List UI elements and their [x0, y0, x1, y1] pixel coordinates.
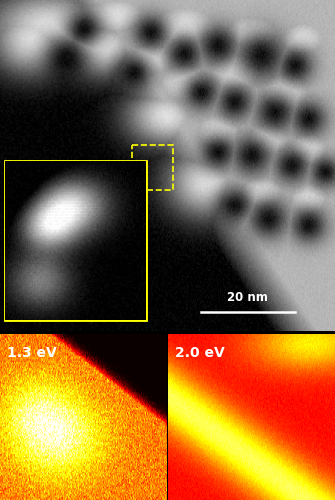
Bar — [5, 161, 146, 320]
Bar — [132, 145, 173, 190]
Bar — [5, 161, 146, 320]
Text: 2.0 eV: 2.0 eV — [175, 346, 224, 360]
Text: 10 nm: 10 nm — [10, 293, 47, 303]
Text: 20 nm: 20 nm — [227, 291, 268, 304]
Text: 1.3 eV: 1.3 eV — [7, 346, 56, 360]
